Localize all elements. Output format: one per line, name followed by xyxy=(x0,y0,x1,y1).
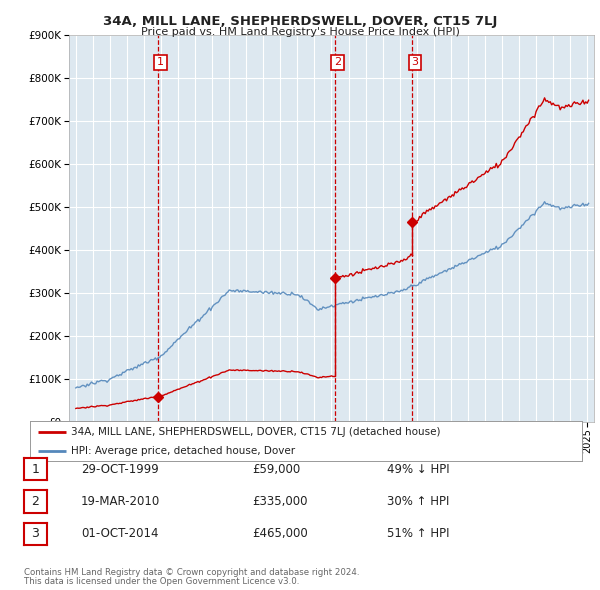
Text: This data is licensed under the Open Government Licence v3.0.: This data is licensed under the Open Gov… xyxy=(24,578,299,586)
Text: Price paid vs. HM Land Registry's House Price Index (HPI): Price paid vs. HM Land Registry's House … xyxy=(140,27,460,37)
Text: 49% ↓ HPI: 49% ↓ HPI xyxy=(387,463,449,476)
Text: 29-OCT-1999: 29-OCT-1999 xyxy=(81,463,159,476)
Text: £465,000: £465,000 xyxy=(252,527,308,540)
Text: 3: 3 xyxy=(412,57,419,67)
Text: 51% ↑ HPI: 51% ↑ HPI xyxy=(387,527,449,540)
Text: 34A, MILL LANE, SHEPHERDSWELL, DOVER, CT15 7LJ (detached house): 34A, MILL LANE, SHEPHERDSWELL, DOVER, CT… xyxy=(71,427,441,437)
Text: HPI: Average price, detached house, Dover: HPI: Average price, detached house, Dove… xyxy=(71,445,296,455)
Text: 30% ↑ HPI: 30% ↑ HPI xyxy=(387,495,449,508)
Text: 3: 3 xyxy=(31,527,40,540)
Text: £59,000: £59,000 xyxy=(252,463,300,476)
Text: 19-MAR-2010: 19-MAR-2010 xyxy=(81,495,160,508)
Text: 1: 1 xyxy=(31,463,40,476)
Text: £335,000: £335,000 xyxy=(252,495,308,508)
Text: 01-OCT-2014: 01-OCT-2014 xyxy=(81,527,158,540)
Text: 1: 1 xyxy=(157,57,164,67)
Text: Contains HM Land Registry data © Crown copyright and database right 2024.: Contains HM Land Registry data © Crown c… xyxy=(24,568,359,577)
Text: 34A, MILL LANE, SHEPHERDSWELL, DOVER, CT15 7LJ: 34A, MILL LANE, SHEPHERDSWELL, DOVER, CT… xyxy=(103,15,497,28)
Text: 2: 2 xyxy=(334,57,341,67)
Text: 2: 2 xyxy=(31,495,40,508)
